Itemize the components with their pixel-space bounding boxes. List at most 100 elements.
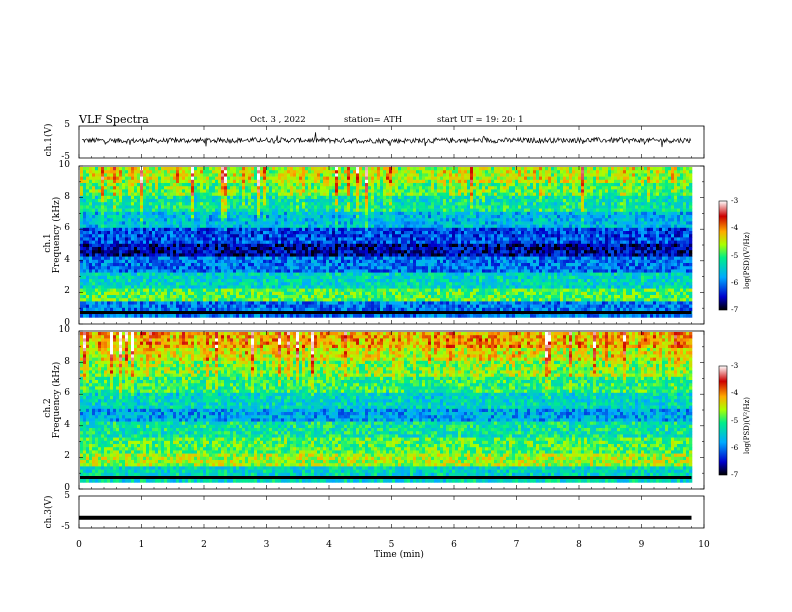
ch1-spec-cell [389, 189, 393, 193]
ch1-spec-cell [320, 192, 324, 197]
ch1-spec-cell [260, 227, 264, 232]
ch1-spec-cell [209, 208, 213, 213]
ch1-spec-cell [170, 224, 174, 229]
ch1-spec-cell [200, 314, 204, 318]
ch1-spec-cell [254, 259, 258, 264]
ch1-spec-cell [299, 211, 303, 216]
ch1-spec-cell [155, 195, 159, 200]
ch1-spec-cell [107, 295, 111, 299]
ch1-spec-cell [170, 240, 174, 245]
ch1-spec-cell [137, 227, 141, 232]
ch1-spec-cell [311, 211, 315, 216]
ch1-spec-cell [164, 263, 168, 267]
ch1-spec-cell [116, 259, 120, 264]
ch1-spec-cell [245, 259, 249, 264]
ch1-spec-cell [155, 231, 159, 235]
ch1-spec-cell [80, 183, 84, 187]
ch1-spec-cell [263, 314, 267, 318]
ch1-spec-cell [209, 195, 213, 200]
ch1-spec-cell [131, 256, 135, 261]
ch1-spec-cell [122, 192, 126, 197]
ch1-spec-cell [287, 240, 291, 245]
ch1-spec-cell [212, 215, 216, 219]
ch1-spec-cell [224, 195, 228, 200]
ch1-spec-cell [323, 288, 327, 293]
ch1-spec-cell [305, 291, 309, 296]
ch1-spec-cell [119, 253, 123, 257]
ch1-spec-cell [146, 295, 150, 299]
ch1-spec-cell [191, 256, 195, 261]
ch1-spec-cell [182, 285, 186, 289]
ch1-spec-cell [287, 247, 291, 251]
ch1-spec-cell [104, 285, 108, 289]
ch1-spec-cell [272, 240, 276, 245]
ch1-spec-cell [302, 202, 306, 206]
ch1-spec-cell [254, 227, 258, 232]
ch1-spec-cell [182, 173, 186, 177]
ch1-spec-cell [164, 282, 168, 286]
ch1-spec-cell [266, 231, 270, 235]
ch1-spec-cell [134, 253, 138, 257]
ch1-spec-cell [323, 295, 327, 299]
ch1-spec-cell [341, 189, 345, 193]
ch1-spec-cell [155, 192, 159, 197]
ch1-spec-cell [371, 314, 375, 318]
ch1-spec-cell [311, 205, 315, 209]
ch1-spec-cell [149, 253, 153, 257]
ch1-spec-cell [188, 266, 192, 270]
ch1-spec-cell [80, 167, 84, 171]
ch1-spec-cell [185, 199, 189, 203]
ch1-spec-cell [116, 221, 120, 225]
ch1-spec-cell [152, 259, 156, 264]
ch1-spec-cell [248, 240, 252, 245]
ch1-spec-cell [158, 272, 162, 277]
ch1-spec-cell [86, 192, 90, 197]
ch1-spec-cell [263, 263, 267, 267]
ch1-spec-cell [272, 279, 276, 283]
ch1-spec-cell [245, 218, 249, 222]
ch1-spec-cell [278, 176, 282, 181]
ch1-spec-cell [371, 253, 375, 257]
ch1-spec-cell [356, 167, 360, 171]
ch1-spec-cell [356, 211, 360, 216]
ch1-spec-cell [344, 221, 348, 225]
ch1-spec-cell [113, 215, 117, 219]
ch1-spec-cell [245, 291, 249, 296]
ch1-spec-cell [233, 295, 237, 299]
ch1-spec-cell [368, 285, 372, 289]
ch1-spec-cell [314, 231, 318, 235]
ch1-spec-cell [266, 272, 270, 277]
ch1-spec-cell [176, 291, 180, 296]
ch1-spec-cell [119, 218, 123, 222]
ch1-spec-cell [290, 234, 294, 238]
ch1-spec-cell [197, 279, 201, 283]
ch1-spec-cell [275, 215, 279, 219]
ch1-spec-cell [176, 208, 180, 213]
ch1-spec-cell [317, 263, 321, 267]
ch1-spec-cell [305, 189, 309, 193]
ch1-spec-cell [116, 275, 120, 280]
ch1-spec-cell [242, 279, 246, 283]
ch1-spec-cell [176, 266, 180, 270]
ch1-spec-cell [368, 269, 372, 273]
ch1-spec-cell [104, 307, 108, 312]
ch1-spec-cell [206, 314, 210, 318]
ch1-spec-cell [236, 266, 240, 270]
ch1-spec-cell [362, 288, 366, 293]
ch1-spec-cell [173, 211, 177, 216]
ch1-spec-cell [320, 256, 324, 261]
ch1-spec-cell [152, 314, 156, 318]
ch1-spec-cell [398, 170, 402, 174]
ch1-spec-cell [329, 279, 333, 283]
ch1-spec-cell [389, 195, 393, 200]
ch1-spec-cell [344, 205, 348, 209]
ch1-spec-cell [329, 173, 333, 177]
ch1-spec-cell [215, 199, 219, 203]
ch1-spec-cell [200, 266, 204, 270]
ch1-spec-cell [167, 243, 171, 248]
ch1-spec-cell [347, 291, 351, 296]
ch1-spec-cell [128, 307, 132, 312]
ch1-spec-cell [335, 275, 339, 280]
ch1-spec-cell [149, 176, 153, 181]
ch1-spec-cell [380, 285, 384, 289]
